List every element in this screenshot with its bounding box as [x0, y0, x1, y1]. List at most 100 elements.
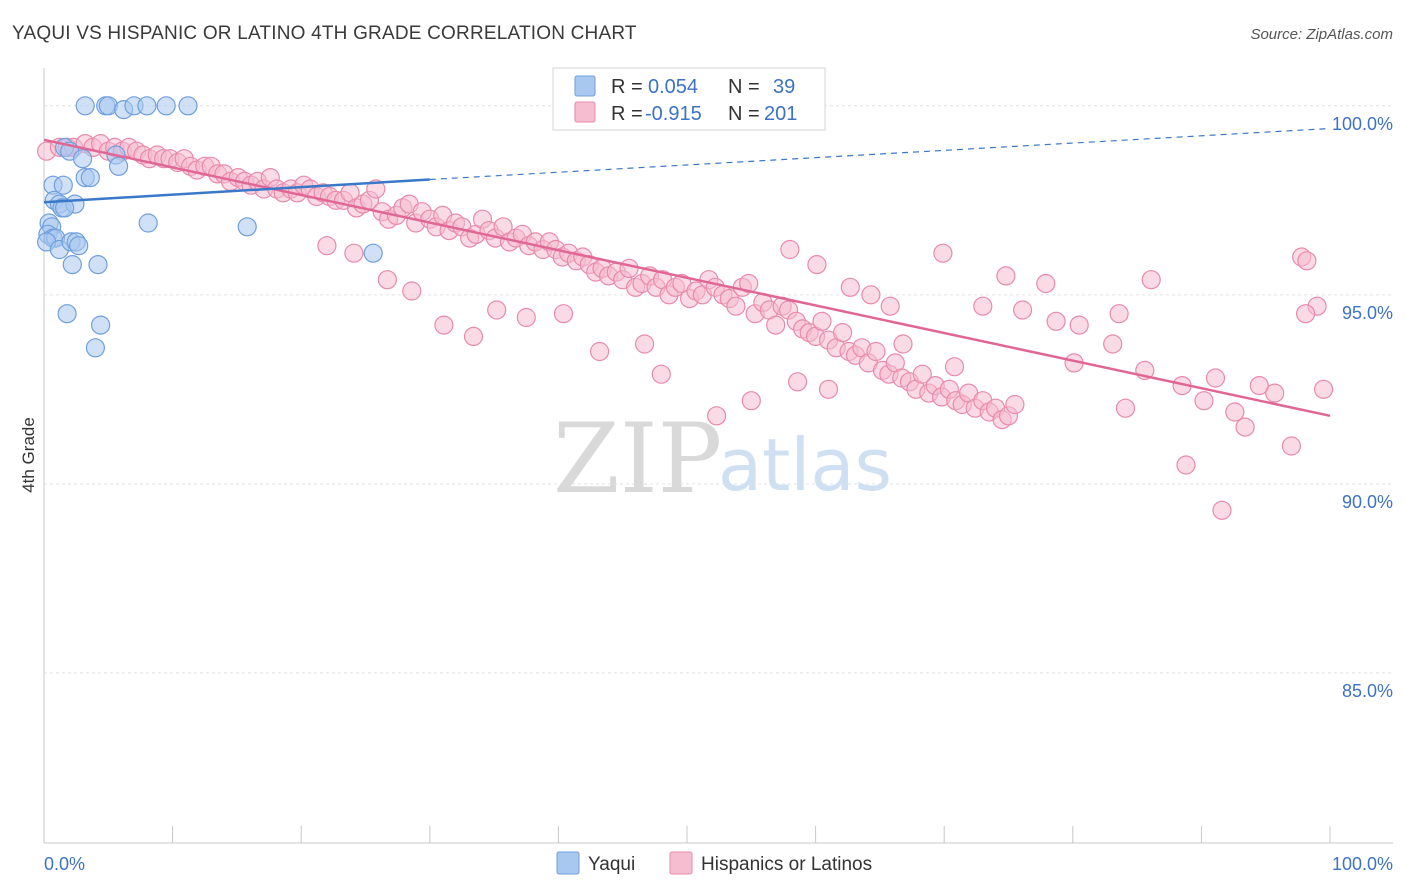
x-axis-ticks [43, 826, 1331, 843]
hispanic-point-190 [344, 243, 364, 263]
yaqui-point-37 [57, 304, 77, 324]
hispanic-point-159 [1235, 417, 1255, 437]
hispanic-point-179 [706, 406, 727, 426]
y-tick-label-2: 90.0% [1342, 492, 1393, 512]
legend-yaqui-n-value: 39 [773, 76, 795, 98]
watermark: ZIP atlas [553, 403, 892, 515]
yaqui-point-21 [54, 198, 75, 218]
yaqui-point-6 [156, 96, 176, 116]
yaqui-point-11 [72, 149, 93, 169]
hispanic-point-103 [739, 273, 759, 294]
hispanic-point-176 [818, 379, 839, 399]
hispanic-point-158 [1225, 402, 1245, 422]
hispanic-point-160 [1249, 376, 1269, 396]
hispanic-point-144 [780, 239, 800, 260]
y-axis-label: 4th Grade [19, 417, 38, 493]
legend-swatch-yaqui [574, 75, 596, 97]
hispanic-point-189 [377, 270, 397, 290]
chart-title: YAQUI VS HISPANIC OR LATINO 4TH GRADE CO… [12, 23, 637, 44]
yaqui-point-7 [178, 96, 198, 116]
watermark-atlas: atlas [718, 423, 892, 507]
hispanic-point-147 [840, 277, 860, 297]
hispanic-point-175 [861, 285, 881, 305]
hispanic-point-161 [1265, 383, 1285, 403]
yaqui-point-33 [69, 236, 89, 256]
hispanic-point-187 [434, 315, 454, 335]
yaqui-point-12 [108, 156, 129, 176]
hispanic-point-114 [812, 311, 832, 331]
hispanic-point-192 [1115, 398, 1136, 418]
hispanic-point-182 [589, 341, 610, 362]
hispanic-point-150 [1012, 300, 1033, 320]
hispanic-point-164 [1297, 251, 1317, 271]
hispanic-point-183 [553, 304, 574, 324]
yaqui-point-34 [363, 243, 383, 263]
hispanic-point-188 [402, 281, 422, 301]
hispanic-point-101 [726, 296, 746, 316]
hispanic-point-178 [741, 391, 761, 411]
hispanic-point-122 [866, 341, 886, 362]
x-tick-label-right: 100.0% [1332, 854, 1393, 874]
yaqui-point-39 [85, 338, 106, 358]
hispanic-point-167 [1313, 379, 1334, 399]
hispanic-point-184 [516, 307, 536, 328]
hispanic-point-129 [912, 364, 932, 384]
hispanic-point-153 [1103, 334, 1123, 354]
yaqui-point-16 [53, 175, 73, 195]
legend-hispanic-n-value: 201 [764, 103, 797, 125]
yaqui-point-38 [90, 315, 111, 335]
yaqui-point-5 [137, 96, 157, 116]
hispanic-trend-line [43, 138, 1331, 418]
hispanic-point-172 [996, 266, 1016, 286]
hispanic-point-180 [651, 364, 671, 384]
hispanic-point-47 [366, 179, 386, 199]
hispanic-point-177 [787, 372, 808, 392]
y-tick-label-1: 95.0% [1342, 303, 1393, 323]
hispanic-point-193 [1176, 455, 1196, 475]
hispanic-point-156 [1194, 391, 1214, 411]
series-legend-swatch-yaqui [556, 851, 580, 875]
hispanic-point-173 [944, 357, 965, 377]
hispanic-point-166 [1295, 304, 1316, 324]
yaqui-trend-extension [429, 127, 1331, 181]
trend-lines [43, 127, 1331, 418]
hispanic-point-148 [880, 296, 900, 316]
hispanic-point-185 [487, 300, 507, 320]
yaqui-points [36, 96, 383, 358]
series-legend-label-hispanic: Hispanics or Latinos [701, 854, 872, 875]
series-legend-label-yaqui: Yaqui [588, 854, 635, 875]
hispanic-point-181 [634, 334, 655, 354]
hispanic-point-171 [1036, 273, 1056, 294]
hispanic-point-170 [1069, 315, 1089, 335]
yaqui-point-36 [88, 255, 108, 275]
legend-hispanic-n-label: N = [728, 103, 760, 125]
series-legend: Yaqui Hispanics or Latinos [556, 851, 872, 875]
x-tick-label-left: 0.0% [44, 854, 85, 874]
yaqui-point-22 [138, 213, 158, 233]
hispanic-point-143 [1005, 394, 1025, 415]
legend-swatch-hispanic [574, 101, 596, 123]
hispanic-point-168 [1141, 270, 1161, 290]
hispanic-point-85 [619, 258, 639, 278]
hispanic-point-194 [1212, 500, 1232, 520]
stats-legend: R = 0.054 N = 39 R = -0.915 N = 201 [552, 67, 826, 131]
hispanic-point-169 [1109, 304, 1129, 324]
yaqui-trend-line [43, 178, 430, 204]
hispanic-point-151 [1046, 311, 1066, 331]
yaqui-point-14 [80, 168, 100, 188]
yaqui-point-0 [75, 96, 95, 116]
series-legend-swatch-hispanic [669, 851, 693, 875]
hispanic-point-186 [463, 326, 484, 346]
legend-yaqui-n-label: N = [728, 76, 760, 98]
legend-hispanic-r-label: R = [611, 103, 643, 125]
hispanic-point-162 [1281, 436, 1302, 456]
y-tick-label-0: 100.0% [1332, 114, 1393, 134]
hispanic-point-174 [893, 334, 913, 354]
legend-yaqui-r-value: 0.054 [648, 76, 698, 98]
hispanic-point-107 [766, 315, 786, 335]
hispanic-point-191 [317, 236, 337, 256]
watermark-zip: ZIP [553, 403, 722, 515]
yaqui-point-35 [62, 255, 82, 275]
yaqui-point-23 [237, 217, 257, 237]
